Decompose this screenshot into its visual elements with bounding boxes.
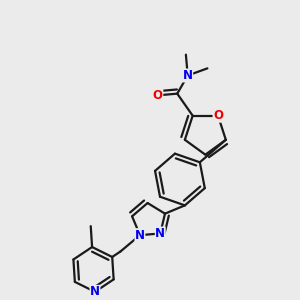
Text: N: N	[90, 285, 100, 298]
Text: O: O	[213, 109, 223, 122]
Text: N: N	[155, 227, 165, 240]
Text: N: N	[135, 229, 145, 242]
Text: O: O	[153, 89, 163, 102]
Text: N: N	[183, 69, 193, 82]
